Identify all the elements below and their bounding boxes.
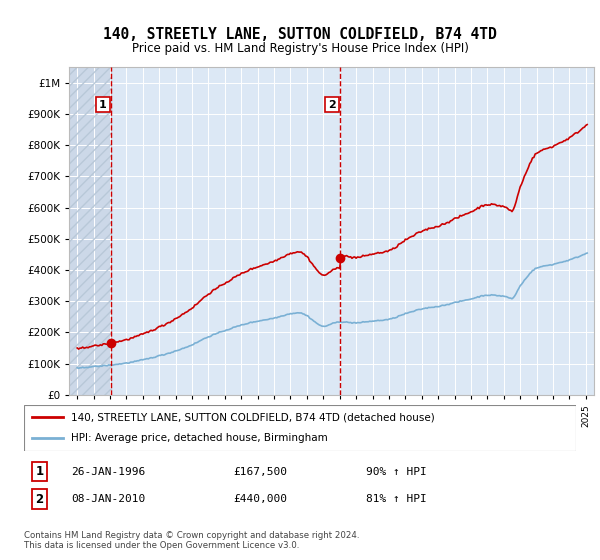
Text: 90% ↑ HPI: 90% ↑ HPI xyxy=(366,466,427,477)
Text: 140, STREETLY LANE, SUTTON COLDFIELD, B74 4TD: 140, STREETLY LANE, SUTTON COLDFIELD, B7… xyxy=(103,27,497,42)
Text: 140, STREETLY LANE, SUTTON COLDFIELD, B74 4TD (detached house): 140, STREETLY LANE, SUTTON COLDFIELD, B7… xyxy=(71,412,434,422)
Text: 81% ↑ HPI: 81% ↑ HPI xyxy=(366,494,427,504)
Bar xyxy=(69,67,111,395)
Text: Price paid vs. HM Land Registry's House Price Index (HPI): Price paid vs. HM Land Registry's House … xyxy=(131,42,469,55)
Text: HPI: Average price, detached house, Birmingham: HPI: Average price, detached house, Birm… xyxy=(71,433,328,444)
Text: 1: 1 xyxy=(35,465,44,478)
Text: 08-JAN-2010: 08-JAN-2010 xyxy=(71,494,145,504)
Text: 1: 1 xyxy=(99,100,107,110)
Text: 2: 2 xyxy=(328,100,336,110)
Text: 2: 2 xyxy=(35,492,44,506)
Text: £440,000: £440,000 xyxy=(234,494,288,504)
Bar xyxy=(69,67,111,395)
Text: Contains HM Land Registry data © Crown copyright and database right 2024.
This d: Contains HM Land Registry data © Crown c… xyxy=(24,531,359,550)
Text: 26-JAN-1996: 26-JAN-1996 xyxy=(71,466,145,477)
Text: £167,500: £167,500 xyxy=(234,466,288,477)
